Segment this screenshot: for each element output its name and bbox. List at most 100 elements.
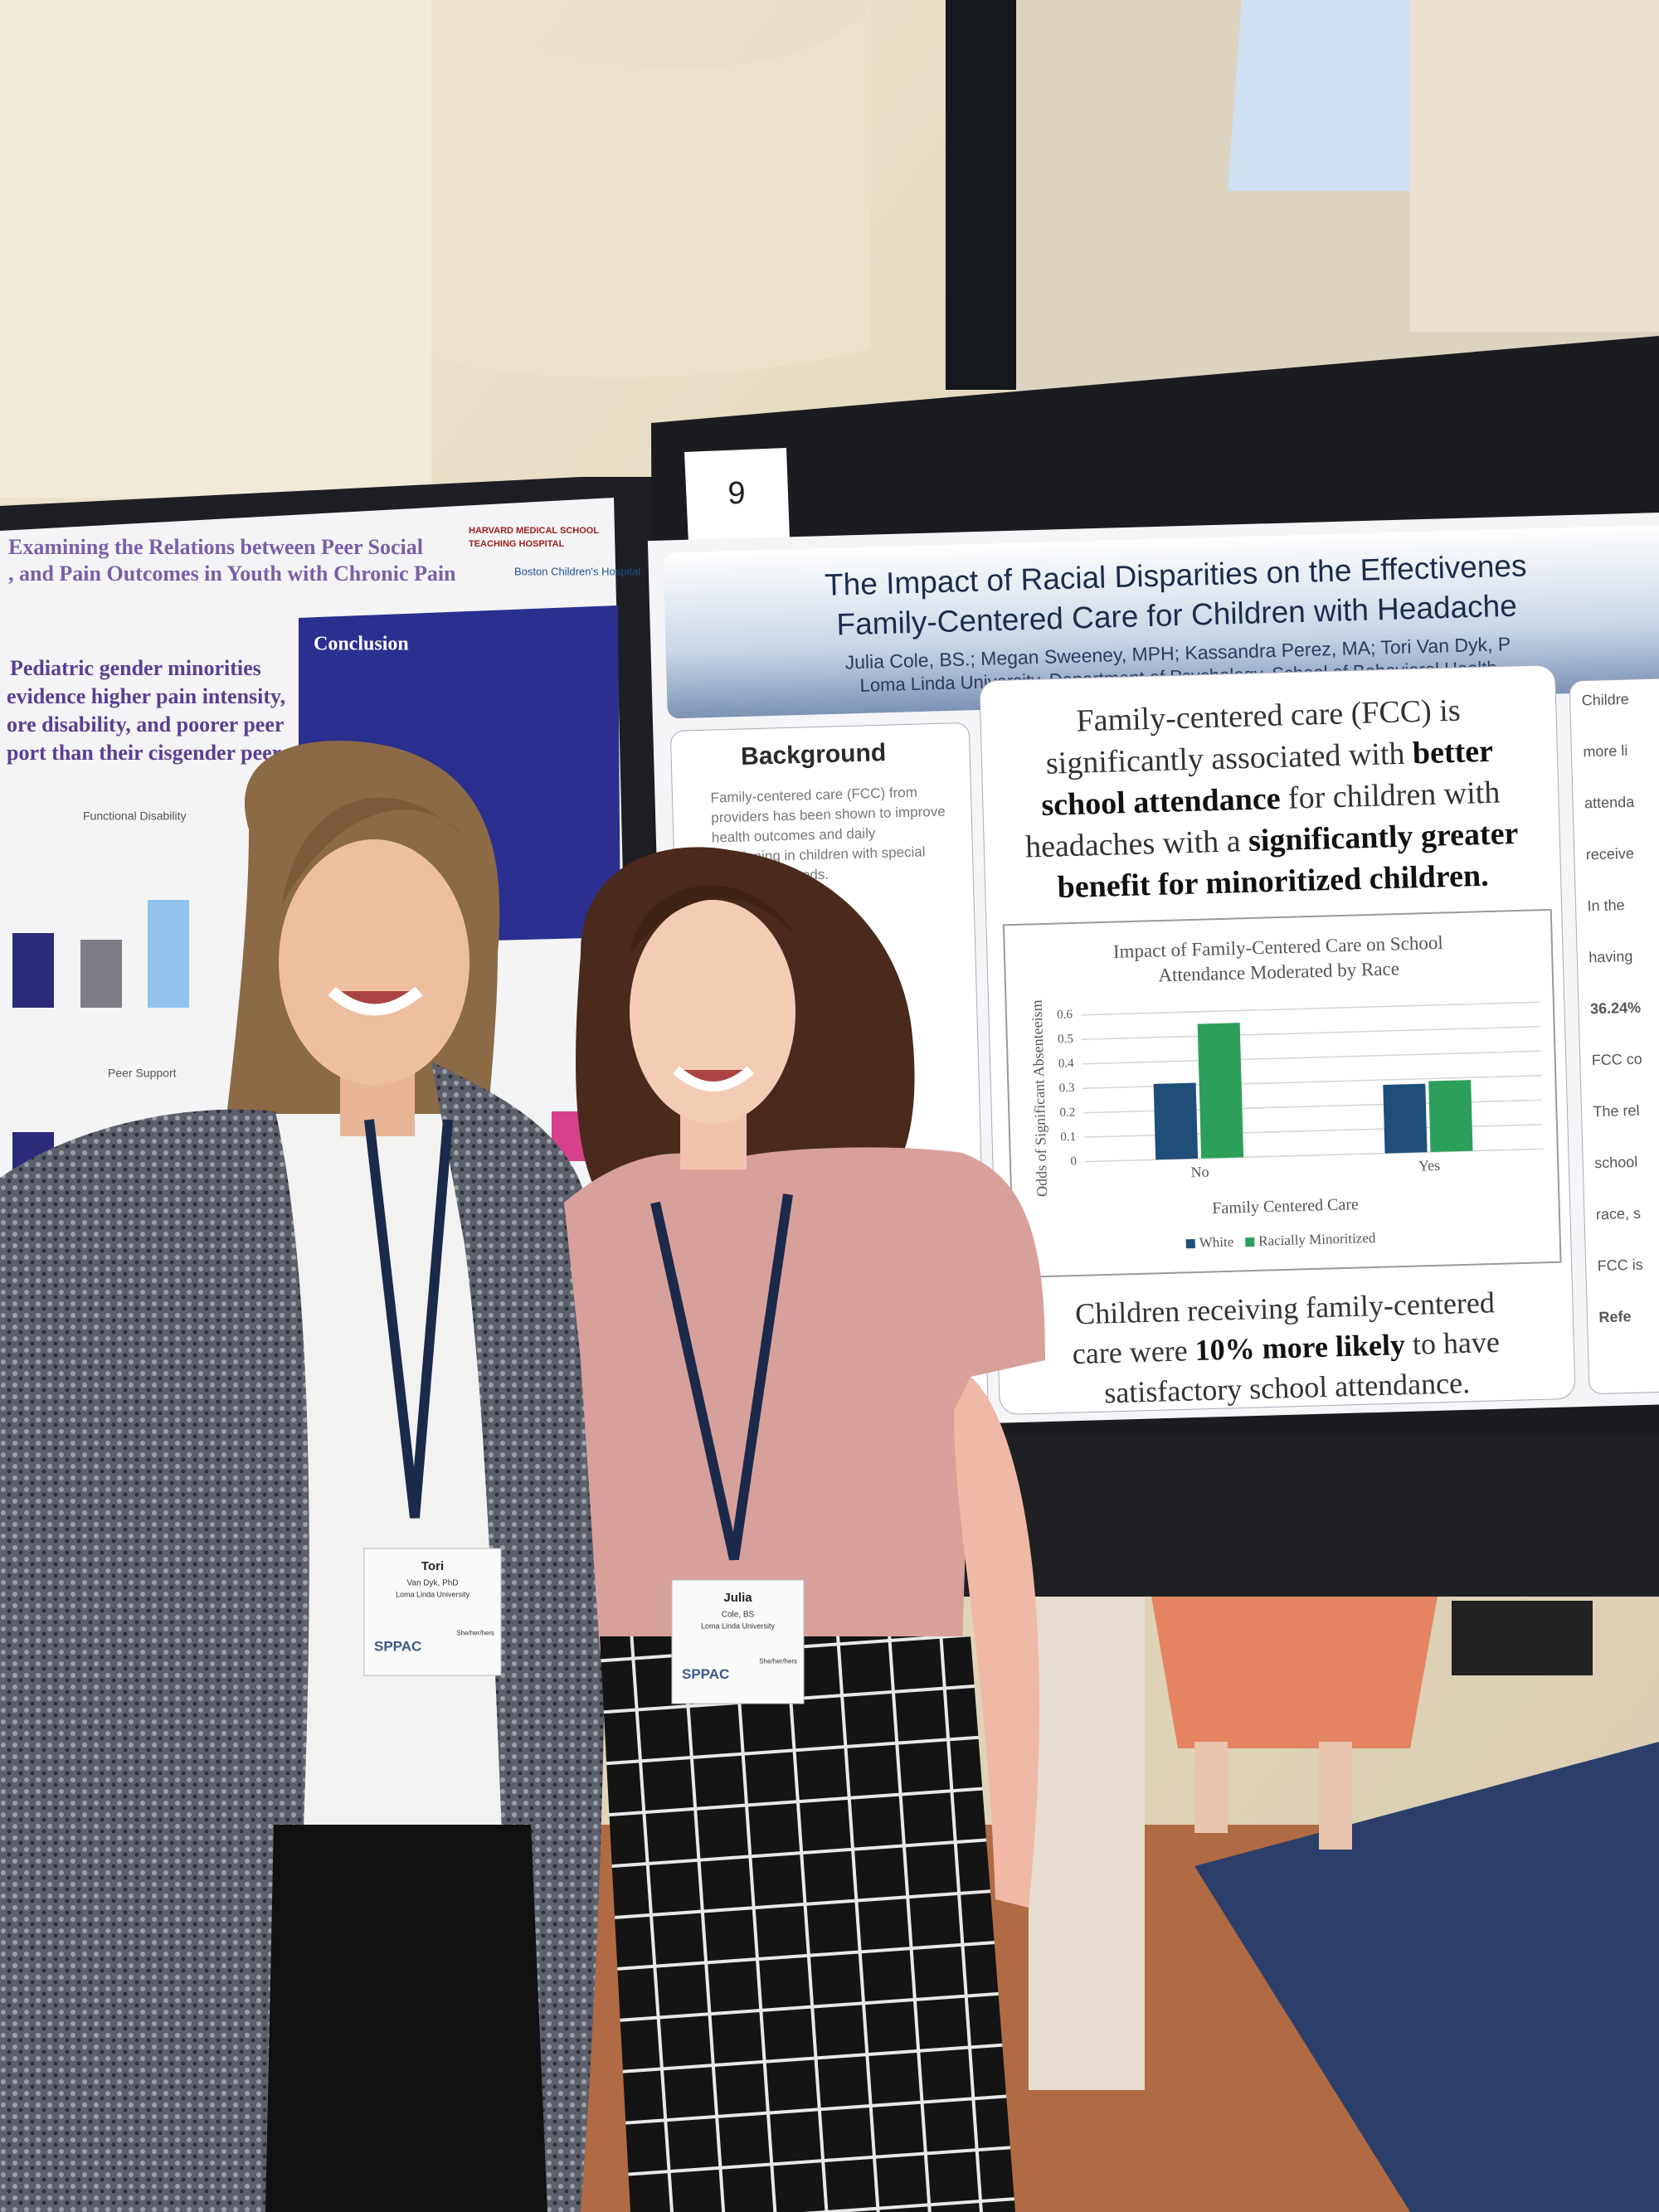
left-finding: Pediatric gender minorities <box>10 656 261 680</box>
hair-front <box>282 797 465 904</box>
legend-swatch <box>1185 1238 1195 1249</box>
right-column-line: receive <box>1586 845 1635 863</box>
right-column-line: race, s <box>1596 1205 1642 1223</box>
background-person <box>1029 1576 1145 2090</box>
bar <box>1153 1082 1199 1160</box>
conclusion-span: care were <box>1072 1334 1195 1370</box>
finding-text: Family-centered care (FCC) is significan… <box>1025 693 1520 906</box>
lanyard <box>650 1194 793 1561</box>
grid-line <box>1081 1001 1540 1016</box>
left-finding: evidence higher pain intensity, <box>7 684 285 708</box>
smile <box>673 1066 754 1091</box>
right-column-line: having <box>1588 948 1633 965</box>
badge-pronouns: She/her/hers <box>456 1629 494 1636</box>
right-column-line: school <box>1594 1154 1638 1171</box>
background-skirt <box>1150 1587 1439 1748</box>
bar <box>1197 1023 1244 1159</box>
background-legs <box>1194 1742 1352 1850</box>
left-finding: port than their cisgender peers. <box>7 741 295 765</box>
grid-line <box>1082 1050 1541 1065</box>
badge <box>363 1548 502 1676</box>
conclusion-bold: 10% more likely <box>1194 1328 1405 1367</box>
wall-panel <box>0 0 431 498</box>
right-column-line: 36.24% <box>1590 999 1642 1018</box>
left-bar <box>80 940 122 1008</box>
carpet <box>1194 1742 1659 2212</box>
cardigan-left <box>0 1109 309 2212</box>
right-column-text: Childre more li attenda receive In the having… <box>1581 691 1643 1325</box>
badge-org: Loma Linda University <box>701 1621 776 1630</box>
cardigan-right <box>431 1062 606 2212</box>
finding-line: school attendance for children with <box>1041 775 1501 822</box>
right-column-line: The rel <box>1593 1102 1640 1121</box>
right-column-line: more li <box>1583 742 1628 761</box>
logo-text: TEACHING HOSPITAL <box>469 539 565 549</box>
badge-logo: SPPAC <box>682 1666 729 1682</box>
pillar <box>946 0 1016 390</box>
badge-last-name: Van Dyk, PhD <box>406 1579 458 1588</box>
number-card <box>684 448 790 543</box>
conclusion-line: care were 10% more likely to have <box>1072 1325 1500 1370</box>
right-column-line: In the <box>1587 897 1625 914</box>
conclusion-heading: Conclusion <box>314 634 409 655</box>
chart-frame <box>1002 908 1562 1279</box>
grid-line <box>1081 1026 1540 1040</box>
finding-span: headaches with a <box>1025 824 1249 864</box>
badge-pronouns: She/her/hers <box>759 1658 797 1665</box>
smile <box>328 986 423 1016</box>
finding-bold: school attendance <box>1041 781 1281 823</box>
right-column-line: FCC co <box>1592 1051 1643 1069</box>
face <box>630 900 795 1124</box>
left-bar <box>12 933 54 1008</box>
badge-text: Tori Van Dyk, PhD Loma Linda University SPP… <box>374 1559 494 1654</box>
finding-bold: better <box>1412 733 1493 771</box>
right-column-line: attenda <box>1584 794 1636 812</box>
logo-text: Boston Children's Hospital <box>514 565 640 577</box>
left-chart-title: Functional Disability <box>83 809 187 823</box>
right-column-box <box>1569 678 1659 1394</box>
right-column-line: FCC is <box>1597 1257 1643 1275</box>
left-chart-title: Peer Support <box>108 1067 177 1080</box>
right-column-line: Childre <box>1581 691 1629 709</box>
pants <box>265 1825 547 2212</box>
lanyard <box>364 1119 453 1519</box>
badge-last-name: Cole, BS <box>722 1611 755 1620</box>
pants <box>600 1636 1015 2212</box>
conclusion-span: to have <box>1404 1325 1500 1361</box>
finding-line: headaches with a significantly greater <box>1025 816 1520 865</box>
window-frame <box>1410 0 1659 332</box>
left-bar <box>148 900 189 1008</box>
x-tick-label: Yes <box>1418 1157 1441 1174</box>
chart: Impact of Family-Centered Care on School… <box>1029 932 1544 1251</box>
legend-label: Racially Minoritized <box>1258 1230 1376 1249</box>
conclusion-text: Children receiving family-centered care … <box>1072 1286 1500 1409</box>
finding-bold: significantly greater <box>1248 816 1519 858</box>
skylight <box>1228 0 1453 191</box>
hair-front <box>630 885 796 954</box>
y-tick-label: 0.2 <box>1059 1106 1075 1120</box>
left-poster-title: , and Pain Outcomes in Youth with Chroni… <box>8 562 456 586</box>
badge-logo: SPPAC <box>374 1638 421 1654</box>
badge <box>671 1579 805 1704</box>
left-finding: ore disability, and poorer peer <box>7 712 284 737</box>
y-tick-label: 0.5 <box>1058 1033 1073 1047</box>
arch <box>431 0 871 378</box>
bar <box>1383 1083 1428 1154</box>
y-tick-label: 0 <box>1070 1155 1077 1168</box>
left-poster-title: Examining the Relations between Peer Soc… <box>8 535 423 559</box>
y-tick-label: 0.4 <box>1058 1057 1075 1071</box>
blouse <box>564 1147 1045 1650</box>
background-person-dark <box>1452 1601 1593 1675</box>
x-axis-label: Family Centered Care <box>1212 1195 1359 1218</box>
person-left: Tori Van Dyk, PhD Loma Linda University SPP… <box>0 741 606 2212</box>
right-column-line: Refe <box>1598 1308 1632 1325</box>
finding-span: for children with <box>1280 775 1501 815</box>
background-heading: Background <box>741 739 887 771</box>
legend-swatch <box>1245 1237 1255 1247</box>
badge-org: Loma Linda University <box>396 1590 470 1598</box>
logo-text: HARVARD MEDICAL SCHOOL <box>469 526 599 536</box>
bar <box>1428 1080 1473 1153</box>
